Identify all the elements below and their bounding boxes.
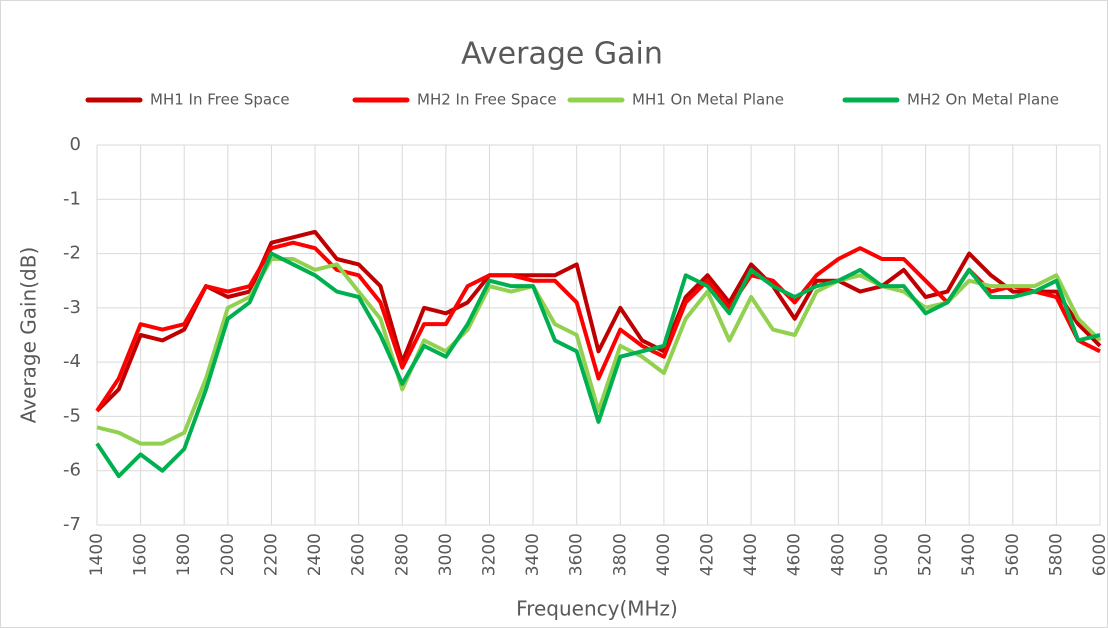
x-tick-label: 5400 xyxy=(959,533,979,576)
x-tick-label: 6000 xyxy=(1090,533,1108,576)
x-tick-label: 5200 xyxy=(916,533,936,576)
x-tick-label: 1800 xyxy=(174,533,194,576)
x-tick-label: 1400 xyxy=(87,533,107,576)
x-tick-label: 5000 xyxy=(872,533,892,576)
x-axis-label: Frequency(MHz) xyxy=(516,597,678,621)
legend-label: MH2 On Metal Plane xyxy=(907,91,1059,109)
y-tick-label: 0 xyxy=(70,134,81,155)
y-tick-label: -5 xyxy=(63,405,81,426)
y-axis-label: Average Gain(dB) xyxy=(17,247,41,424)
y-tick-label: -3 xyxy=(63,297,81,318)
x-tick-label: 2400 xyxy=(305,533,325,576)
y-tick-label: -6 xyxy=(63,460,81,481)
x-tick-label: 3000 xyxy=(436,533,456,576)
x-tick-label: 1600 xyxy=(131,533,151,576)
y-tick-label: -1 xyxy=(63,188,81,209)
x-tick-label: 4200 xyxy=(698,533,718,576)
x-tick-label: 4000 xyxy=(654,533,674,576)
legend-label: MH2 In Free Space xyxy=(417,91,557,109)
chart-title: Average Gain xyxy=(461,37,663,72)
series-line xyxy=(95,251,1101,479)
x-tick-label: 2200 xyxy=(261,533,281,576)
x-tick-label: 4400 xyxy=(741,533,761,576)
x-tick-label: 4600 xyxy=(785,533,805,576)
legend-label: MH1 In Free Space xyxy=(150,91,290,109)
x-tick-label: 3400 xyxy=(523,533,543,576)
legend-label: MH1 On Metal Plane xyxy=(632,91,784,109)
x-tick-label: 4800 xyxy=(828,533,848,576)
x-tick-label: 2000 xyxy=(218,533,238,576)
x-tick-label: 3200 xyxy=(479,533,499,576)
x-tick-label: 5800 xyxy=(1046,533,1066,576)
x-tick-label: 3800 xyxy=(610,533,630,576)
y-tick-label: -7 xyxy=(63,514,81,535)
series-line xyxy=(95,240,1101,413)
x-tick-label: 2600 xyxy=(349,533,369,576)
x-tick-label: 2800 xyxy=(392,533,412,576)
x-tick-label: 3600 xyxy=(567,533,587,576)
y-tick-label: -4 xyxy=(63,351,81,372)
x-tick-label: 5600 xyxy=(1003,533,1023,576)
y-tick-label: -2 xyxy=(63,243,81,264)
